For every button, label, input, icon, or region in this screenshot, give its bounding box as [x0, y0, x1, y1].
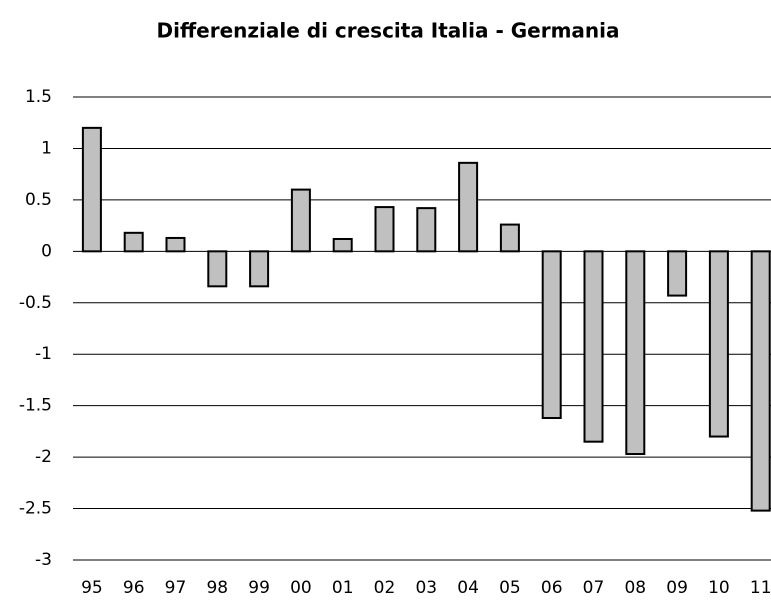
- bar: [750, 250, 771, 512]
- bar: [332, 237, 353, 253]
- y-tick-label: -0.5: [19, 293, 52, 313]
- y-tick-label: -1.5: [19, 396, 52, 416]
- x-tick-label: 10: [708, 578, 730, 598]
- y-tick-label: -2.5: [19, 499, 52, 519]
- x-tick-label: 11: [750, 578, 771, 598]
- x-tick-label: 97: [165, 578, 187, 598]
- bar: [458, 161, 479, 253]
- x-tick-label: 00: [290, 578, 312, 598]
- x-tick-label: 02: [374, 578, 396, 598]
- y-tick-label: 0: [41, 241, 52, 261]
- y-tick-label: 1: [41, 138, 52, 158]
- y-tick-label: -3: [35, 550, 52, 570]
- bar: [207, 250, 228, 288]
- bar: [416, 207, 437, 253]
- bar: [499, 223, 520, 253]
- x-tick-label: 05: [499, 578, 521, 598]
- y-tick-label: 1.5: [25, 87, 52, 107]
- bar: [81, 126, 102, 253]
- x-tick-label: 09: [666, 578, 688, 598]
- y-tick-label: 0.5: [25, 190, 52, 210]
- bar: [165, 236, 186, 253]
- bar: [290, 188, 311, 253]
- y-tick-label: -1: [35, 344, 52, 364]
- x-tick-label: 07: [583, 578, 605, 598]
- bar: [249, 250, 270, 288]
- x-tick-label: 06: [541, 578, 563, 598]
- x-tick-label: 01: [332, 578, 354, 598]
- x-tick-label: 95: [81, 578, 103, 598]
- chart-title: Differenziale di crescita Italia - Germa…: [156, 19, 619, 43]
- x-tick-label: 08: [624, 578, 646, 598]
- x-tick-label: 98: [206, 578, 228, 598]
- x-tick-label: 04: [457, 578, 479, 598]
- bar: [667, 250, 688, 297]
- bar: [541, 250, 562, 420]
- bar: [708, 250, 729, 438]
- bar: [374, 206, 395, 253]
- x-tick-label: 99: [248, 578, 270, 598]
- bar: [583, 250, 604, 443]
- y-tick-label: -2: [35, 447, 52, 467]
- x-tick-label: 96: [123, 578, 145, 598]
- bar: [123, 231, 144, 253]
- bar: [625, 250, 646, 456]
- x-tick-label: 03: [415, 578, 437, 598]
